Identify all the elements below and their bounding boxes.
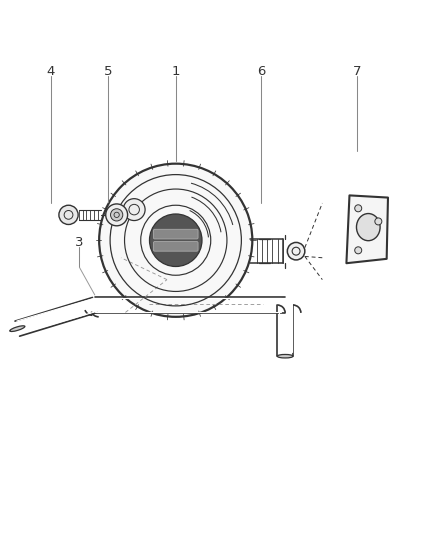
Circle shape [354, 247, 361, 254]
Ellipse shape [356, 214, 379, 241]
Circle shape [99, 164, 252, 317]
Text: 7: 7 [352, 65, 361, 78]
FancyBboxPatch shape [153, 241, 198, 251]
Circle shape [123, 199, 145, 221]
Circle shape [374, 218, 381, 225]
Ellipse shape [10, 326, 25, 332]
FancyBboxPatch shape [153, 229, 198, 239]
Text: 5: 5 [103, 65, 112, 78]
Circle shape [110, 209, 123, 221]
Polygon shape [346, 196, 387, 263]
Circle shape [149, 214, 201, 266]
Ellipse shape [277, 354, 292, 358]
Text: 1: 1 [171, 65, 180, 78]
Text: 3: 3 [75, 236, 84, 249]
Circle shape [287, 243, 304, 260]
Circle shape [106, 204, 127, 226]
Circle shape [59, 205, 78, 224]
Circle shape [354, 205, 361, 212]
Text: 4: 4 [47, 65, 55, 78]
Text: 6: 6 [256, 65, 265, 78]
